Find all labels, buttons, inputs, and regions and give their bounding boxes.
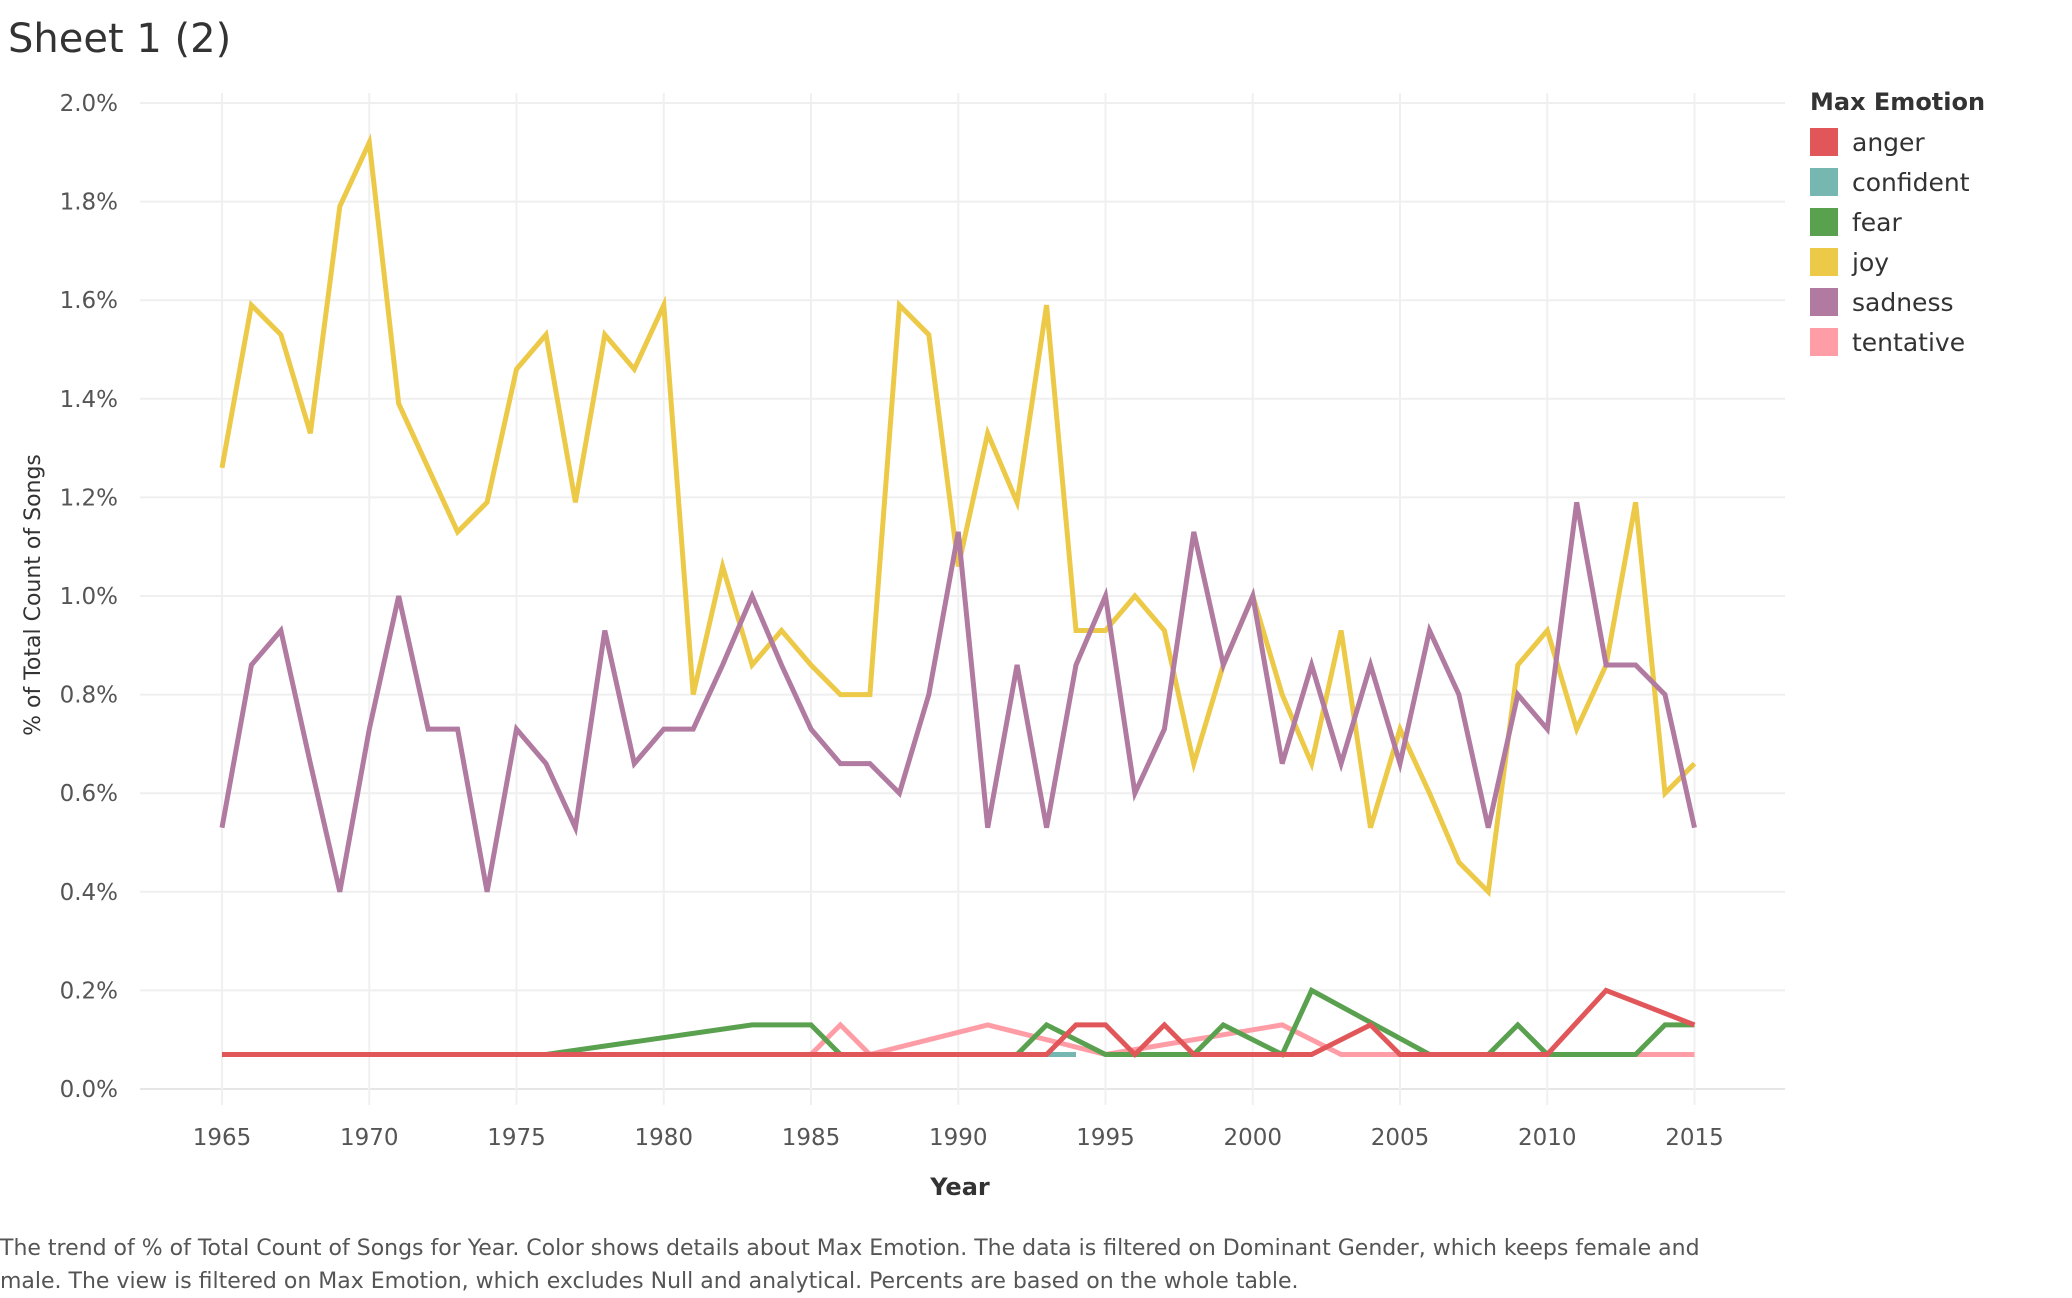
series-lines: [219, 133, 1697, 1059]
legend: Max Emotion anger confident fear joy sadness…: [1810, 88, 1985, 362]
y-tick-label: 0.4%: [60, 880, 118, 906]
series-line-anger[interactable]: [222, 987, 1696, 1059]
legend-title: Max Emotion: [1810, 88, 1986, 116]
sheet-title: Sheet 1 (2): [8, 16, 232, 62]
x-axis-label: Year: [929, 1173, 990, 1201]
legend-item-confident[interactable]: confident: [1810, 162, 1985, 202]
caption: The trend of % of Total Count of Songs f…: [0, 1232, 1800, 1298]
x-tick-label: 2010: [1518, 1125, 1577, 1151]
y-tick-label: 1.0%: [60, 584, 118, 610]
legend-label-anger: anger: [1852, 127, 1925, 157]
legend-label-confident: confident: [1852, 167, 1970, 197]
legend-label-sadness: sadness: [1852, 287, 1954, 317]
y-tick-label: 0.0%: [60, 1077, 118, 1103]
y-axis-ticks: 0.0% 0.2% 0.4% 0.6% 0.8% 1.0% 1.2% 1.4% 1.6% 1.8%…: [60, 91, 118, 1103]
y-tick-label: 1.4%: [60, 387, 118, 413]
x-tick-label: 2005: [1371, 1125, 1430, 1151]
legend-label-joy: joy: [1852, 247, 1890, 277]
legend-swatch-confident: [1810, 168, 1838, 196]
y-tick-label: 1.8%: [60, 190, 118, 216]
legend-item-fear[interactable]: fear: [1810, 202, 1985, 242]
x-tick-label: 2015: [1665, 1125, 1724, 1151]
legend-swatch-fear: [1810, 208, 1838, 236]
y-tick-label: 1.2%: [60, 485, 118, 511]
legend-item-sadness[interactable]: sadness: [1810, 282, 1985, 322]
x-tick-label: 1980: [634, 1125, 693, 1151]
line-chart: 0.0% 0.2% 0.4% 0.6% 0.8% 1.0% 1.2% 1.4% 1.6% 1.8%…: [21, 91, 1785, 1201]
y-tick-label: 1.6%: [60, 288, 118, 314]
caption-line-1: The trend of % of Total Count of Songs f…: [0, 1236, 1700, 1261]
x-tick-label: 1970: [340, 1125, 399, 1151]
series-line-joy[interactable]: [219, 133, 1697, 898]
x-axis-ticks: 1965 1970 1975 1980 1985 1990 1995 2000 2005 2010…: [193, 1125, 1724, 1151]
legend-swatch-joy: [1810, 248, 1838, 276]
y-axis-label: % of Total Count of Songs: [21, 454, 46, 736]
y-tick-label: 0.2%: [60, 978, 118, 1004]
legend-label-tentative: tentative: [1852, 327, 1966, 357]
x-tick-label: 1990: [929, 1125, 988, 1151]
legend-swatch-anger: [1810, 128, 1838, 156]
x-tick-label: 1995: [1076, 1125, 1135, 1151]
gridlines: [140, 93, 1785, 1105]
legend-items: anger confident fear joy sadness tentative: [1810, 122, 1985, 362]
x-tick-label: 1985: [782, 1125, 841, 1151]
x-tick-label: 1975: [487, 1125, 546, 1151]
legend-item-tentative[interactable]: tentative: [1810, 322, 1985, 362]
y-tick-label: 0.8%: [60, 683, 118, 709]
legend-swatch-tentative: [1810, 328, 1838, 356]
legend-item-anger[interactable]: anger: [1810, 122, 1985, 162]
series-line-tentative[interactable]: [222, 1021, 1695, 1058]
caption-line-2: male. The view is filtered on Max Emotio…: [0, 1269, 1299, 1294]
x-tick-label: 2000: [1223, 1125, 1282, 1151]
series-line-sadness[interactable]: [219, 501, 1697, 893]
y-tick-label: 0.6%: [60, 781, 118, 807]
legend-swatch-sadness: [1810, 288, 1838, 316]
x-tick-label: 1965: [193, 1125, 252, 1151]
y-tick-label: 2.0%: [60, 91, 118, 117]
legend-label-fear: fear: [1852, 207, 1902, 237]
legend-item-joy[interactable]: joy: [1810, 242, 1985, 282]
